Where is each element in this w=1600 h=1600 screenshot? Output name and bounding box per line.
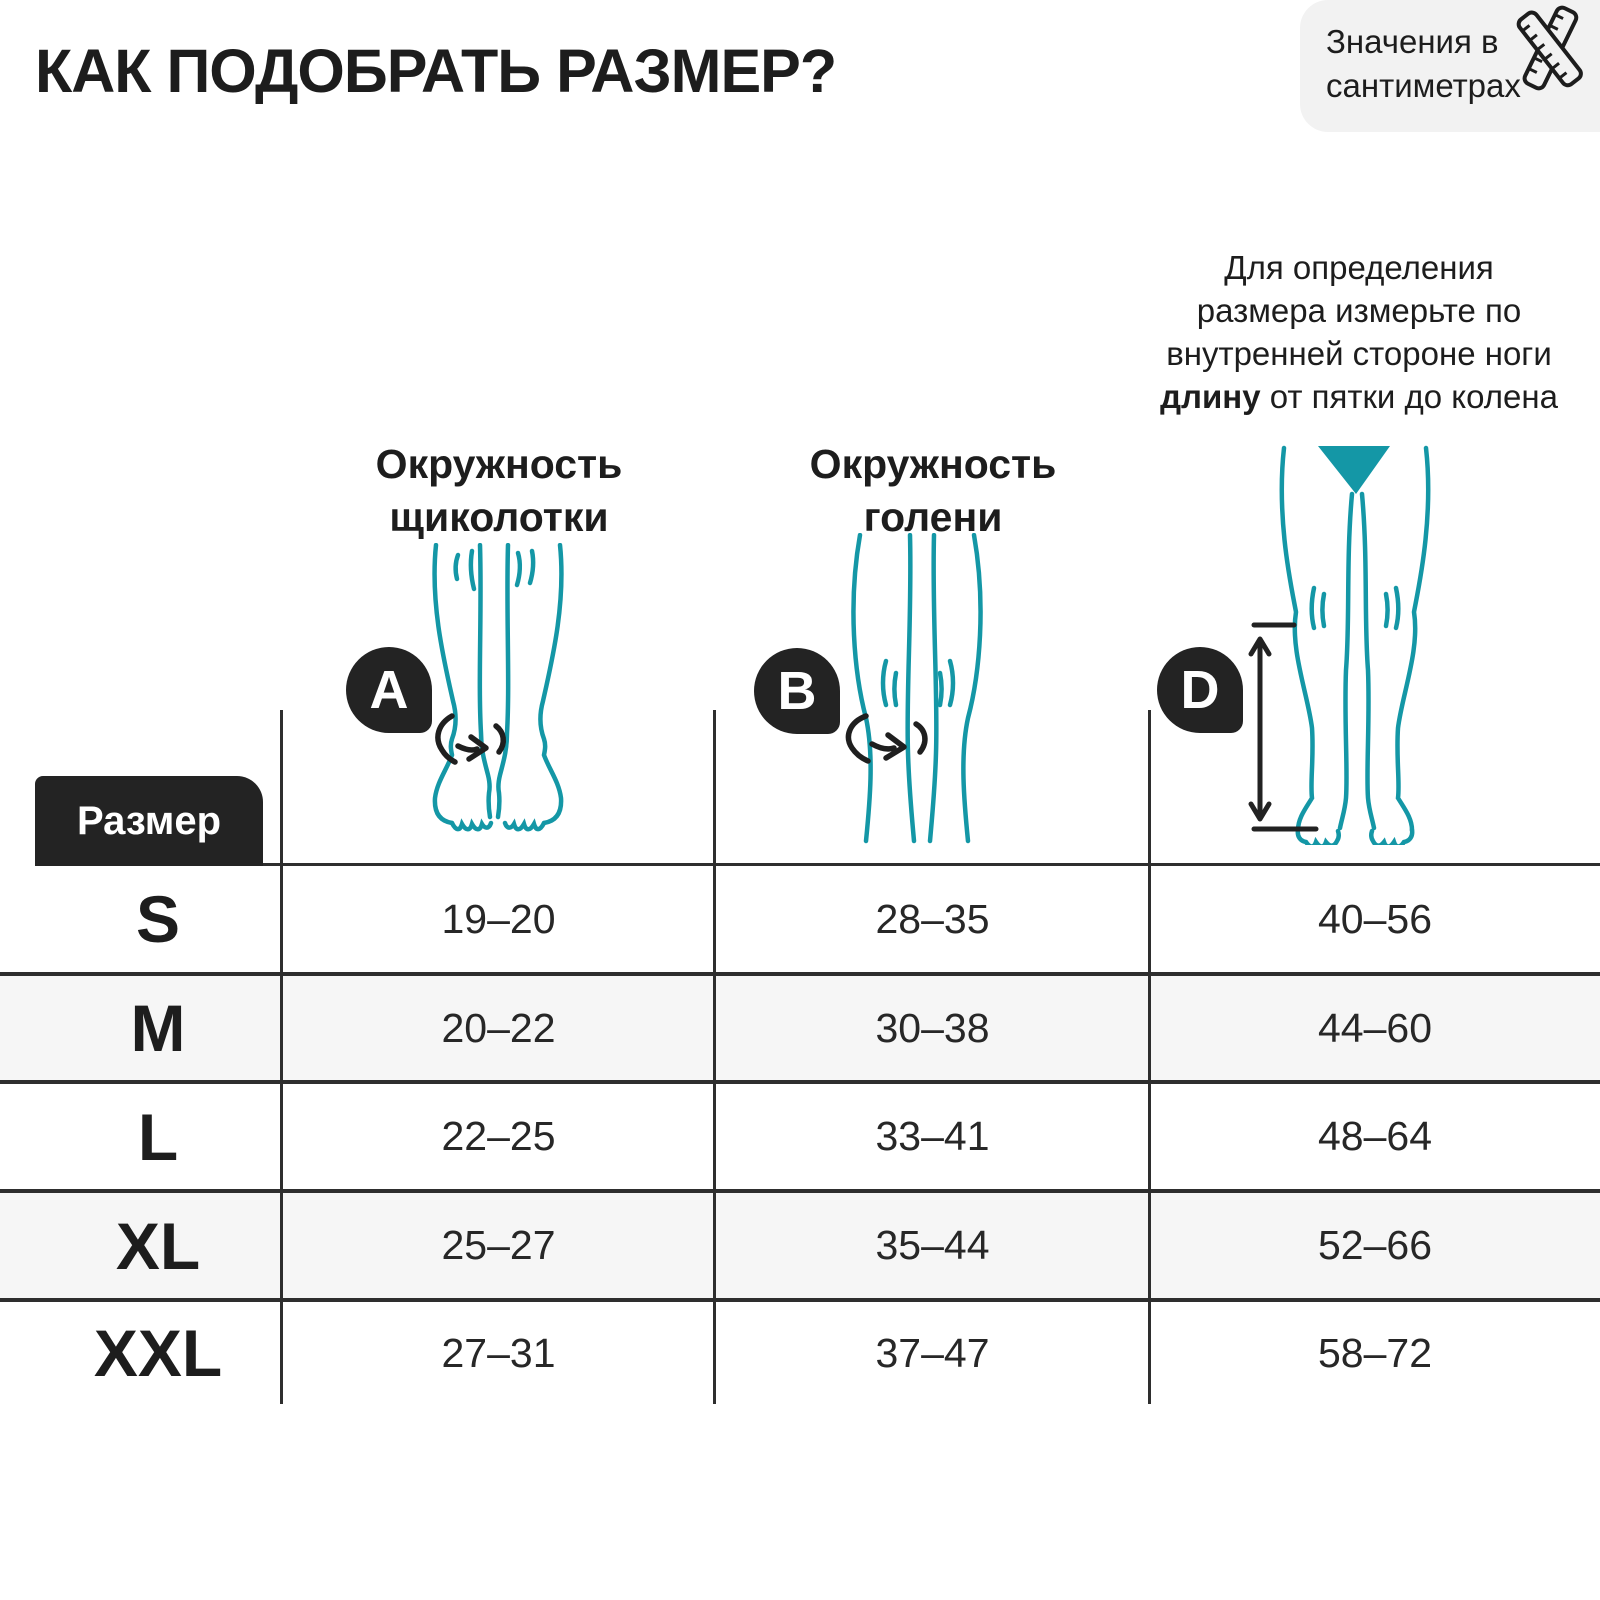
ankle-value: 25–27 — [441, 1222, 556, 1268]
size-cell: XXL — [93, 1316, 223, 1390]
table-row: XXL 27–31 37–47 58–72 — [0, 1298, 1600, 1404]
size-table: S 19–20 28–35 40–56 M 20–22 30–38 44–60 … — [0, 866, 1600, 1404]
length-value: 52–66 — [1317, 1222, 1432, 1268]
units-note-text: Значения в сантиметрах — [1326, 20, 1521, 108]
ankle-legs-illustration — [432, 543, 564, 832]
units-note-line1: Значения в — [1326, 23, 1499, 60]
ankle-value: 20–22 — [441, 1004, 556, 1051]
size-cell: XL — [115, 1208, 201, 1283]
size-cell: M — [130, 991, 186, 1065]
column-divider — [1148, 710, 1151, 1404]
length-value: 40–56 — [1317, 895, 1432, 942]
table-row: L 22–25 33–41 48–64 — [0, 1080, 1600, 1189]
ruler-icon — [1516, 5, 1583, 91]
table-row: S 19–20 28–35 40–56 — [0, 866, 1600, 972]
ankle-value: 19–20 — [441, 895, 556, 942]
instruction-bold-word: длину — [1160, 378, 1261, 415]
instruction-line-rest: от пятки до колена — [1260, 378, 1558, 415]
briefs-shape — [1318, 446, 1390, 494]
label-badge-b: B — [754, 648, 840, 734]
size-cell: S — [135, 882, 181, 956]
column-header-ankle: Окружность щиколотки — [375, 441, 623, 540]
calf-legs-illustration — [851, 533, 983, 844]
calf-value: 30–38 — [875, 1004, 990, 1051]
label-badge-d: D — [1157, 647, 1243, 733]
full-legs-length-illustration — [1248, 445, 1431, 845]
measurement-arrow-icon — [1248, 622, 1319, 832]
page-title: КАК ПОДОБРАТЬ РАЗМЕР? — [35, 37, 837, 105]
ankle-value: 22–25 — [441, 1113, 556, 1159]
instruction-line: Для определения — [1224, 249, 1494, 286]
instruction-line: внутренней стороне ноги — [1166, 335, 1552, 372]
length-value: 48–64 — [1317, 1113, 1432, 1159]
measurement-instruction: Для определения размера измерьте по внут… — [1118, 246, 1600, 418]
column-divider — [713, 710, 716, 1404]
size-column-header-badge: Размер — [35, 776, 263, 866]
label-badge-a: A — [346, 647, 432, 733]
size-cell: L — [137, 1099, 179, 1174]
table-top-border — [262, 863, 1600, 866]
calf-value: 35–44 — [875, 1222, 990, 1268]
table-row: XL 25–27 35–44 52–66 — [0, 1189, 1600, 1298]
ankle-value: 27–31 — [441, 1329, 556, 1376]
column-divider — [280, 710, 283, 1404]
instruction-line: длину от пятки до колена — [1118, 375, 1600, 418]
length-value: 58–72 — [1317, 1329, 1432, 1376]
instruction-line: размера измерьте по — [1196, 292, 1522, 329]
calf-value: 37–47 — [875, 1329, 990, 1376]
units-note-badge: Значения в сантиметрах — [1300, 0, 1600, 132]
circumference-arrow-icon — [435, 713, 506, 765]
calf-value: 28–35 — [875, 895, 990, 942]
calf-value: 33–41 — [875, 1113, 990, 1159]
length-value: 44–60 — [1317, 1004, 1432, 1051]
circumference-arrow-icon — [845, 713, 928, 764]
units-note-line2: сантиметрах — [1326, 67, 1521, 104]
table-row: M 20–22 30–38 44–60 — [0, 972, 1600, 1080]
column-header-calf: Окружность голени — [809, 441, 1057, 540]
